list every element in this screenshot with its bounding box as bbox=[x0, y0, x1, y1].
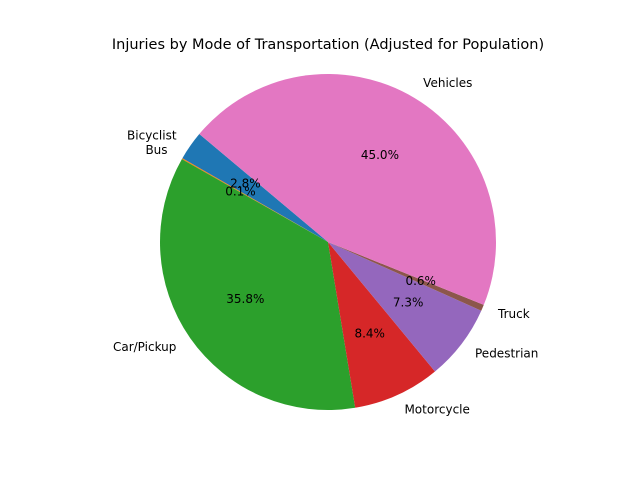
slice-pct-pedestrian: 7.3% bbox=[393, 296, 424, 310]
slice-label-bus: Bus bbox=[145, 143, 167, 157]
pie-slice-car-pickup bbox=[160, 159, 356, 411]
slice-label-motorcycle: Motorcycle bbox=[404, 403, 469, 417]
slice-label-bicyclist: Bicyclist bbox=[127, 129, 177, 143]
pie-slice-motorcycle bbox=[328, 242, 435, 408]
slice-label-vehicles: Vehicles bbox=[423, 76, 472, 90]
slice-pct-motorcycle: 8.4% bbox=[354, 326, 385, 340]
pie-slice-bus bbox=[181, 158, 328, 242]
pie-slice-vehicles bbox=[199, 74, 496, 305]
slice-label-car-pickup: Car/Pickup bbox=[113, 340, 176, 354]
chart-title: Injuries by Mode of Transportation (Adju… bbox=[112, 37, 544, 53]
slice-pct-truck: 0.6% bbox=[405, 274, 436, 288]
slice-pct-bus: 0.1% bbox=[225, 184, 256, 198]
slice-pct-bicyclist: 2.8% bbox=[230, 177, 261, 191]
slice-pct-car-pickup: 35.8% bbox=[226, 292, 264, 306]
pie-slices bbox=[160, 74, 496, 411]
slice-label-pedestrian: Pedestrian bbox=[475, 346, 538, 360]
pie-slice-pedestrian bbox=[328, 242, 482, 372]
slice-pct-vehicles: 45.0% bbox=[361, 148, 399, 162]
slice-label-truck: Truck bbox=[497, 307, 530, 321]
pie-slice-truck bbox=[328, 242, 484, 311]
pie-slice-bicyclist bbox=[182, 134, 328, 242]
pie-percentages: 2.8%0.1% 35.8% 8.4% 7.3% 0.6% 45.0% bbox=[225, 148, 436, 340]
